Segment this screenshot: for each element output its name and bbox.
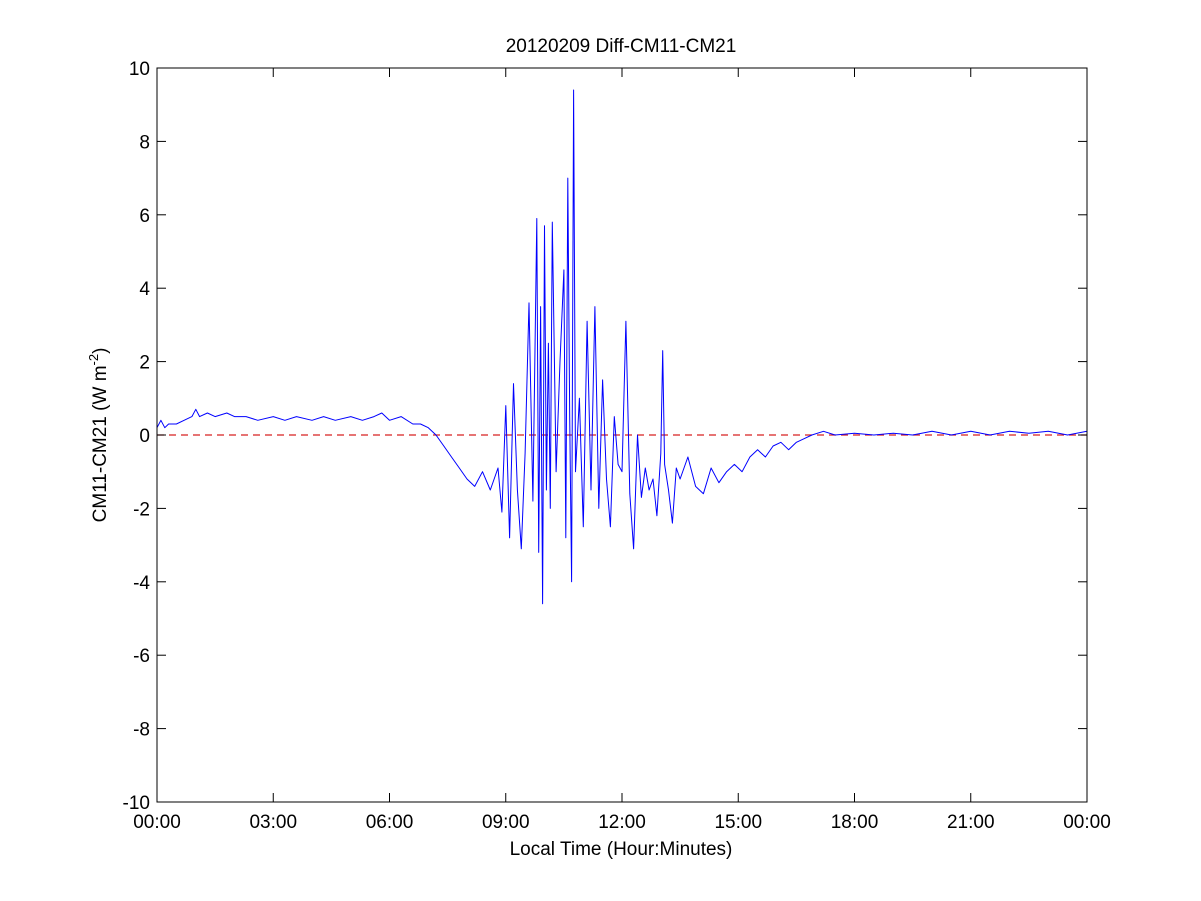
x-axis-label: Local Time (Hour:Minutes) — [510, 839, 733, 860]
y-tick-label: -4 — [133, 573, 150, 594]
x-tick-label: 12:00 — [598, 812, 646, 833]
y-tick-label: 10 — [129, 59, 150, 80]
y-axis-label-main: CM11-CM21 (W m — [90, 365, 111, 522]
y-tick-label: 2 — [139, 353, 150, 374]
plot-area — [156, 67, 1088, 803]
y-axis-label-close: ) — [90, 348, 111, 354]
series-line-0 — [156, 89, 1088, 605]
x-tick-label: 21:00 — [947, 812, 995, 833]
x-tick-label: 00:00 — [133, 812, 181, 833]
x-tick-label: 09:00 — [482, 812, 530, 833]
y-tick-label: 4 — [139, 279, 150, 300]
x-tick-label: 06:00 — [366, 812, 414, 833]
y-axis-label: CM11-CM21 (W m-2) — [86, 348, 111, 523]
y-tick-label: 0 — [139, 426, 150, 447]
y-tick-label: -6 — [133, 646, 150, 667]
x-tick-label: 03:00 — [249, 812, 297, 833]
x-tick-label: 18:00 — [831, 812, 879, 833]
x-tick-label: 15:00 — [714, 812, 762, 833]
series-group — [156, 89, 1088, 605]
y-axis-label-superscript: -2 — [86, 354, 101, 366]
y-tick-label: 8 — [139, 132, 150, 153]
y-tick-label: 6 — [139, 206, 150, 227]
x-axis-ticks: 00:00 03:00 06:00 09:00 12:00 15:00 18:00 21:00… — [133, 68, 1111, 833]
chart-title: 20120209 Diff-CM11-CM21 — [506, 36, 737, 57]
y-tick-label: -10 — [123, 793, 150, 814]
x-tick-label: 00:00 — [1063, 812, 1111, 833]
plot-background — [157, 68, 1087, 802]
y-tick-label: -8 — [133, 720, 150, 741]
y-axis-ticks: 10 8 6 4 2 0 -2 -4 -6 -8 -10 — [123, 59, 1087, 814]
y-tick-label: -2 — [133, 499, 150, 520]
